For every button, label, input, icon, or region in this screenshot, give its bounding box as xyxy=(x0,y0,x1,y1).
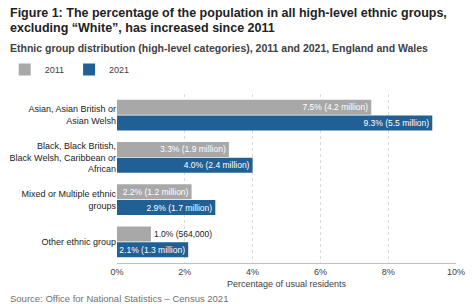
svg-text:9.3% (5.5 million): 9.3% (5.5 million) xyxy=(363,118,429,128)
svg-text:2011: 2011 xyxy=(45,65,64,75)
svg-text:0%: 0% xyxy=(110,267,123,277)
svg-text:2.9% (1.7 million): 2.9% (1.7 million) xyxy=(146,203,212,213)
svg-text:2021: 2021 xyxy=(109,65,129,75)
svg-text:2.1% (1.3 million): 2.1% (1.3 million) xyxy=(119,245,185,255)
svg-text:2.2% (1.2 million): 2.2% (1.2 million) xyxy=(123,187,189,197)
svg-text:Asian, Asian British orAsian W: Asian, Asian British orAsian Welsh xyxy=(28,104,116,126)
svg-text:Other ethnic group: Other ethnic group xyxy=(41,237,116,247)
svg-text:8%: 8% xyxy=(382,267,395,277)
svg-text:6%: 6% xyxy=(314,267,327,277)
svg-text:Percentage of usual residents: Percentage of usual residents xyxy=(227,279,347,289)
svg-text:7.5% (4.2 million): 7.5% (4.2 million) xyxy=(302,102,368,112)
svg-text:1.0% (564,000): 1.0% (564,000) xyxy=(154,229,212,239)
svg-text:10%: 10% xyxy=(447,267,465,277)
html-text:Ethnic group distribution (hig: Ethnic group distribution (high-level ca… xyxy=(10,42,428,54)
html-text:Source: Office for National St: Source: Office for National Statistics –… xyxy=(10,293,229,304)
svg-text:Black, Black British,Black Wel: Black, Black British,Black Welsh, Caribb… xyxy=(10,141,116,174)
svg-text:2%: 2% xyxy=(178,267,191,277)
svg-text:Mixed or Multiple ethnicgroups: Mixed or Multiple ethnicgroups xyxy=(21,189,116,211)
html-text:Figure 1: The percentage of th: Figure 1: The percentage of the populati… xyxy=(10,6,447,35)
svg-text:4%: 4% xyxy=(246,267,259,277)
svg-text:4.0% (2.4 million): 4.0% (2.4 million) xyxy=(184,160,250,170)
svg-text:3.3% (1.9 million): 3.3% (1.9 million) xyxy=(160,144,226,154)
